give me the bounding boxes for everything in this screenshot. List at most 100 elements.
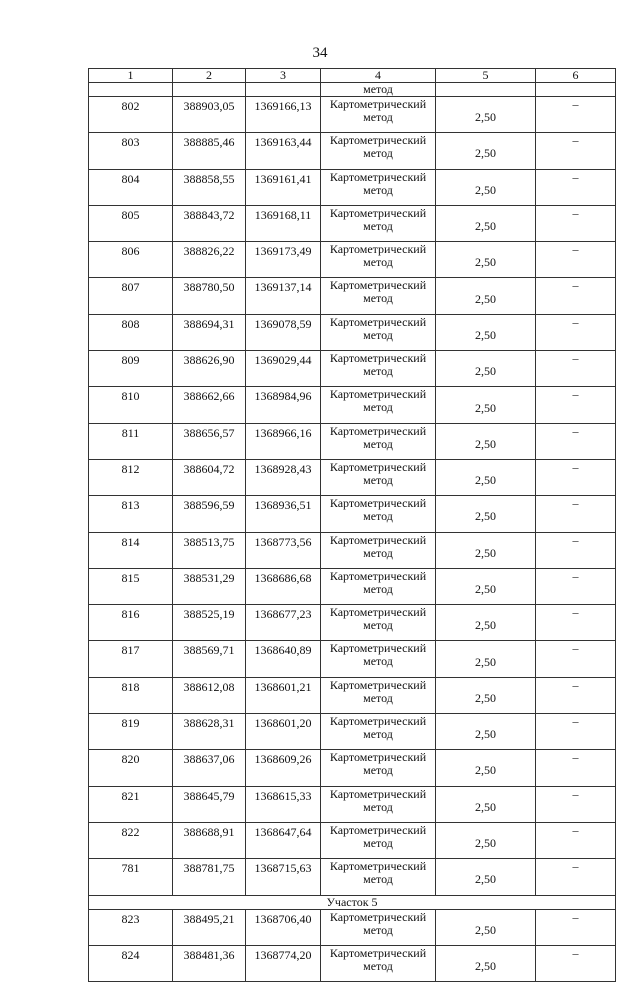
- table-row: 817 388569,71 1368640,89 Картометрический м…: [88, 640, 616, 678]
- note-cell: –: [535, 785, 616, 823]
- point-number-cell: 819: [88, 713, 173, 751]
- x-coordinate-cell: 388903,05: [172, 95, 246, 134]
- y-coordinate-cell: 1369166,13: [245, 95, 321, 134]
- accuracy-cell: 2,50: [435, 132, 536, 170]
- x-coordinate-cell: 388694,31: [172, 313, 246, 352]
- point-number-cell: 811: [88, 422, 173, 460]
- accuracy-cell: 2,50: [435, 908, 536, 946]
- y-coordinate-cell: 1368686,68: [245, 567, 321, 606]
- point-number-cell: 817: [88, 640, 173, 678]
- method-cell: Картометрический метод: [320, 422, 436, 460]
- y-coordinate-cell: 1368773,56: [245, 531, 321, 569]
- accuracy-cell: 2,50: [435, 785, 536, 823]
- method-cell: Картометрический метод: [320, 458, 436, 497]
- note-cell: –: [535, 495, 616, 533]
- x-coordinate-cell: 388688,91: [172, 821, 246, 860]
- table-row: 803 388885,46 1369163,44 Картометрический м…: [88, 132, 616, 170]
- y-coordinate-cell: 1368677,23: [245, 604, 321, 642]
- section-title: Участок 5: [88, 894, 616, 910]
- point-number-cell: 806: [88, 241, 173, 279]
- accuracy-cell: 2,50: [435, 531, 536, 569]
- y-coordinate-cell: 1369078,59: [245, 313, 321, 352]
- accuracy-cell: 2,50: [435, 640, 536, 678]
- column-header: 2: [172, 68, 246, 83]
- note-cell: –: [535, 821, 616, 860]
- method-cell: Картометрический метод: [320, 858, 436, 896]
- note-cell: –: [535, 313, 616, 352]
- y-coordinate-cell: 1368601,21: [245, 676, 321, 715]
- column-header: 5: [435, 68, 536, 83]
- x-coordinate-cell: 388656,57: [172, 422, 246, 460]
- note-cell: –: [535, 567, 616, 606]
- method-cell: Картометрический метод: [320, 944, 436, 982]
- y-coordinate-cell: 1368984,96: [245, 386, 321, 424]
- point-number-cell: 815: [88, 567, 173, 606]
- note-cell: –: [535, 908, 616, 946]
- note-cell: –: [535, 241, 616, 279]
- x-coordinate-cell: 388637,06: [172, 749, 246, 787]
- method-cell: Картометрический метод: [320, 495, 436, 533]
- page-number: 34: [312, 45, 328, 61]
- y-coordinate-cell: 1369137,14: [245, 277, 321, 315]
- y-coordinate-cell: 1368715,63: [245, 858, 321, 896]
- x-coordinate-cell: 388513,75: [172, 531, 246, 569]
- y-coordinate-cell: 1368774,20: [245, 944, 321, 982]
- point-number-cell: 814: [88, 531, 173, 569]
- point-number-cell: 807: [88, 277, 173, 315]
- y-coordinate-cell: 1369161,41: [245, 168, 321, 206]
- point-number-cell: 805: [88, 204, 173, 243]
- coordinates-table: 1 2 3 4 5 6 метод 802 388903,05 1369166,13…: [88, 68, 616, 982]
- y-coordinate-cell: 1368966,16: [245, 422, 321, 460]
- x-coordinate-cell: 388604,72: [172, 458, 246, 497]
- note-cell: –: [535, 132, 616, 170]
- table-row: 806 388826,22 1369173,49 Картометрический м…: [88, 241, 616, 279]
- table-row: 821 388645,79 1368615,33 Картометрический м…: [88, 785, 616, 823]
- table-row: 781 388781,75 1368715,63 Картометрический м…: [88, 858, 616, 896]
- point-number-cell: 812: [88, 458, 173, 497]
- method-cell: Картометрический метод: [320, 785, 436, 823]
- method-cell: Картометрический метод: [320, 350, 436, 388]
- accuracy-cell: 2,50: [435, 676, 536, 715]
- column-header: 4: [320, 68, 436, 83]
- continuation-text: метод: [320, 82, 436, 97]
- accuracy-cell: 2,50: [435, 95, 536, 134]
- accuracy-cell: 2,50: [435, 422, 536, 460]
- method-cell: Картометрический метод: [320, 204, 436, 243]
- accuracy-cell: 2,50: [435, 567, 536, 606]
- x-coordinate-cell: 388662,66: [172, 386, 246, 424]
- x-coordinate-cell: 388885,46: [172, 132, 246, 170]
- accuracy-cell: 2,50: [435, 713, 536, 751]
- section-row: Участок 5: [88, 894, 616, 910]
- method-cell: Картометрический метод: [320, 386, 436, 424]
- note-cell: –: [535, 458, 616, 497]
- y-coordinate-cell: 1368706,40: [245, 908, 321, 946]
- point-number-cell: 802: [88, 95, 173, 134]
- table-row: 802 388903,05 1369166,13 Картометрический м…: [88, 95, 616, 134]
- y-coordinate-cell: 1368928,43: [245, 458, 321, 497]
- x-coordinate-cell: 388843,72: [172, 204, 246, 243]
- point-number-cell: 824: [88, 944, 173, 982]
- method-cell: Картометрический метод: [320, 749, 436, 787]
- note-cell: –: [535, 713, 616, 751]
- continuation-row: метод: [88, 82, 616, 97]
- x-coordinate-cell: 388612,08: [172, 676, 246, 715]
- y-coordinate-cell: 1368640,89: [245, 640, 321, 678]
- point-number-cell: 809: [88, 350, 173, 388]
- point-number-cell: 803: [88, 132, 173, 170]
- note-cell: –: [535, 944, 616, 982]
- accuracy-cell: 2,50: [435, 604, 536, 642]
- table-row: 815 388531,29 1368686,68 Картометрический м…: [88, 567, 616, 606]
- table-row: 814 388513,75 1368773,56 Картометрический м…: [88, 531, 616, 569]
- method-cell: Картометрический метод: [320, 168, 436, 206]
- point-number-cell: 822: [88, 821, 173, 860]
- point-number-cell: 810: [88, 386, 173, 424]
- header-row: 1 2 3 4 5 6: [88, 68, 616, 83]
- table-row: 816 388525,19 1368677,23 Картометрический м…: [88, 604, 616, 642]
- point-number-cell: 813: [88, 495, 173, 533]
- method-cell: Картометрический метод: [320, 713, 436, 751]
- accuracy-cell: 2,50: [435, 241, 536, 279]
- table-row: 811 388656,57 1368966,16 Картометрический м…: [88, 422, 616, 460]
- accuracy-cell: 2,50: [435, 386, 536, 424]
- note-cell: –: [535, 640, 616, 678]
- x-coordinate-cell: 388780,50: [172, 277, 246, 315]
